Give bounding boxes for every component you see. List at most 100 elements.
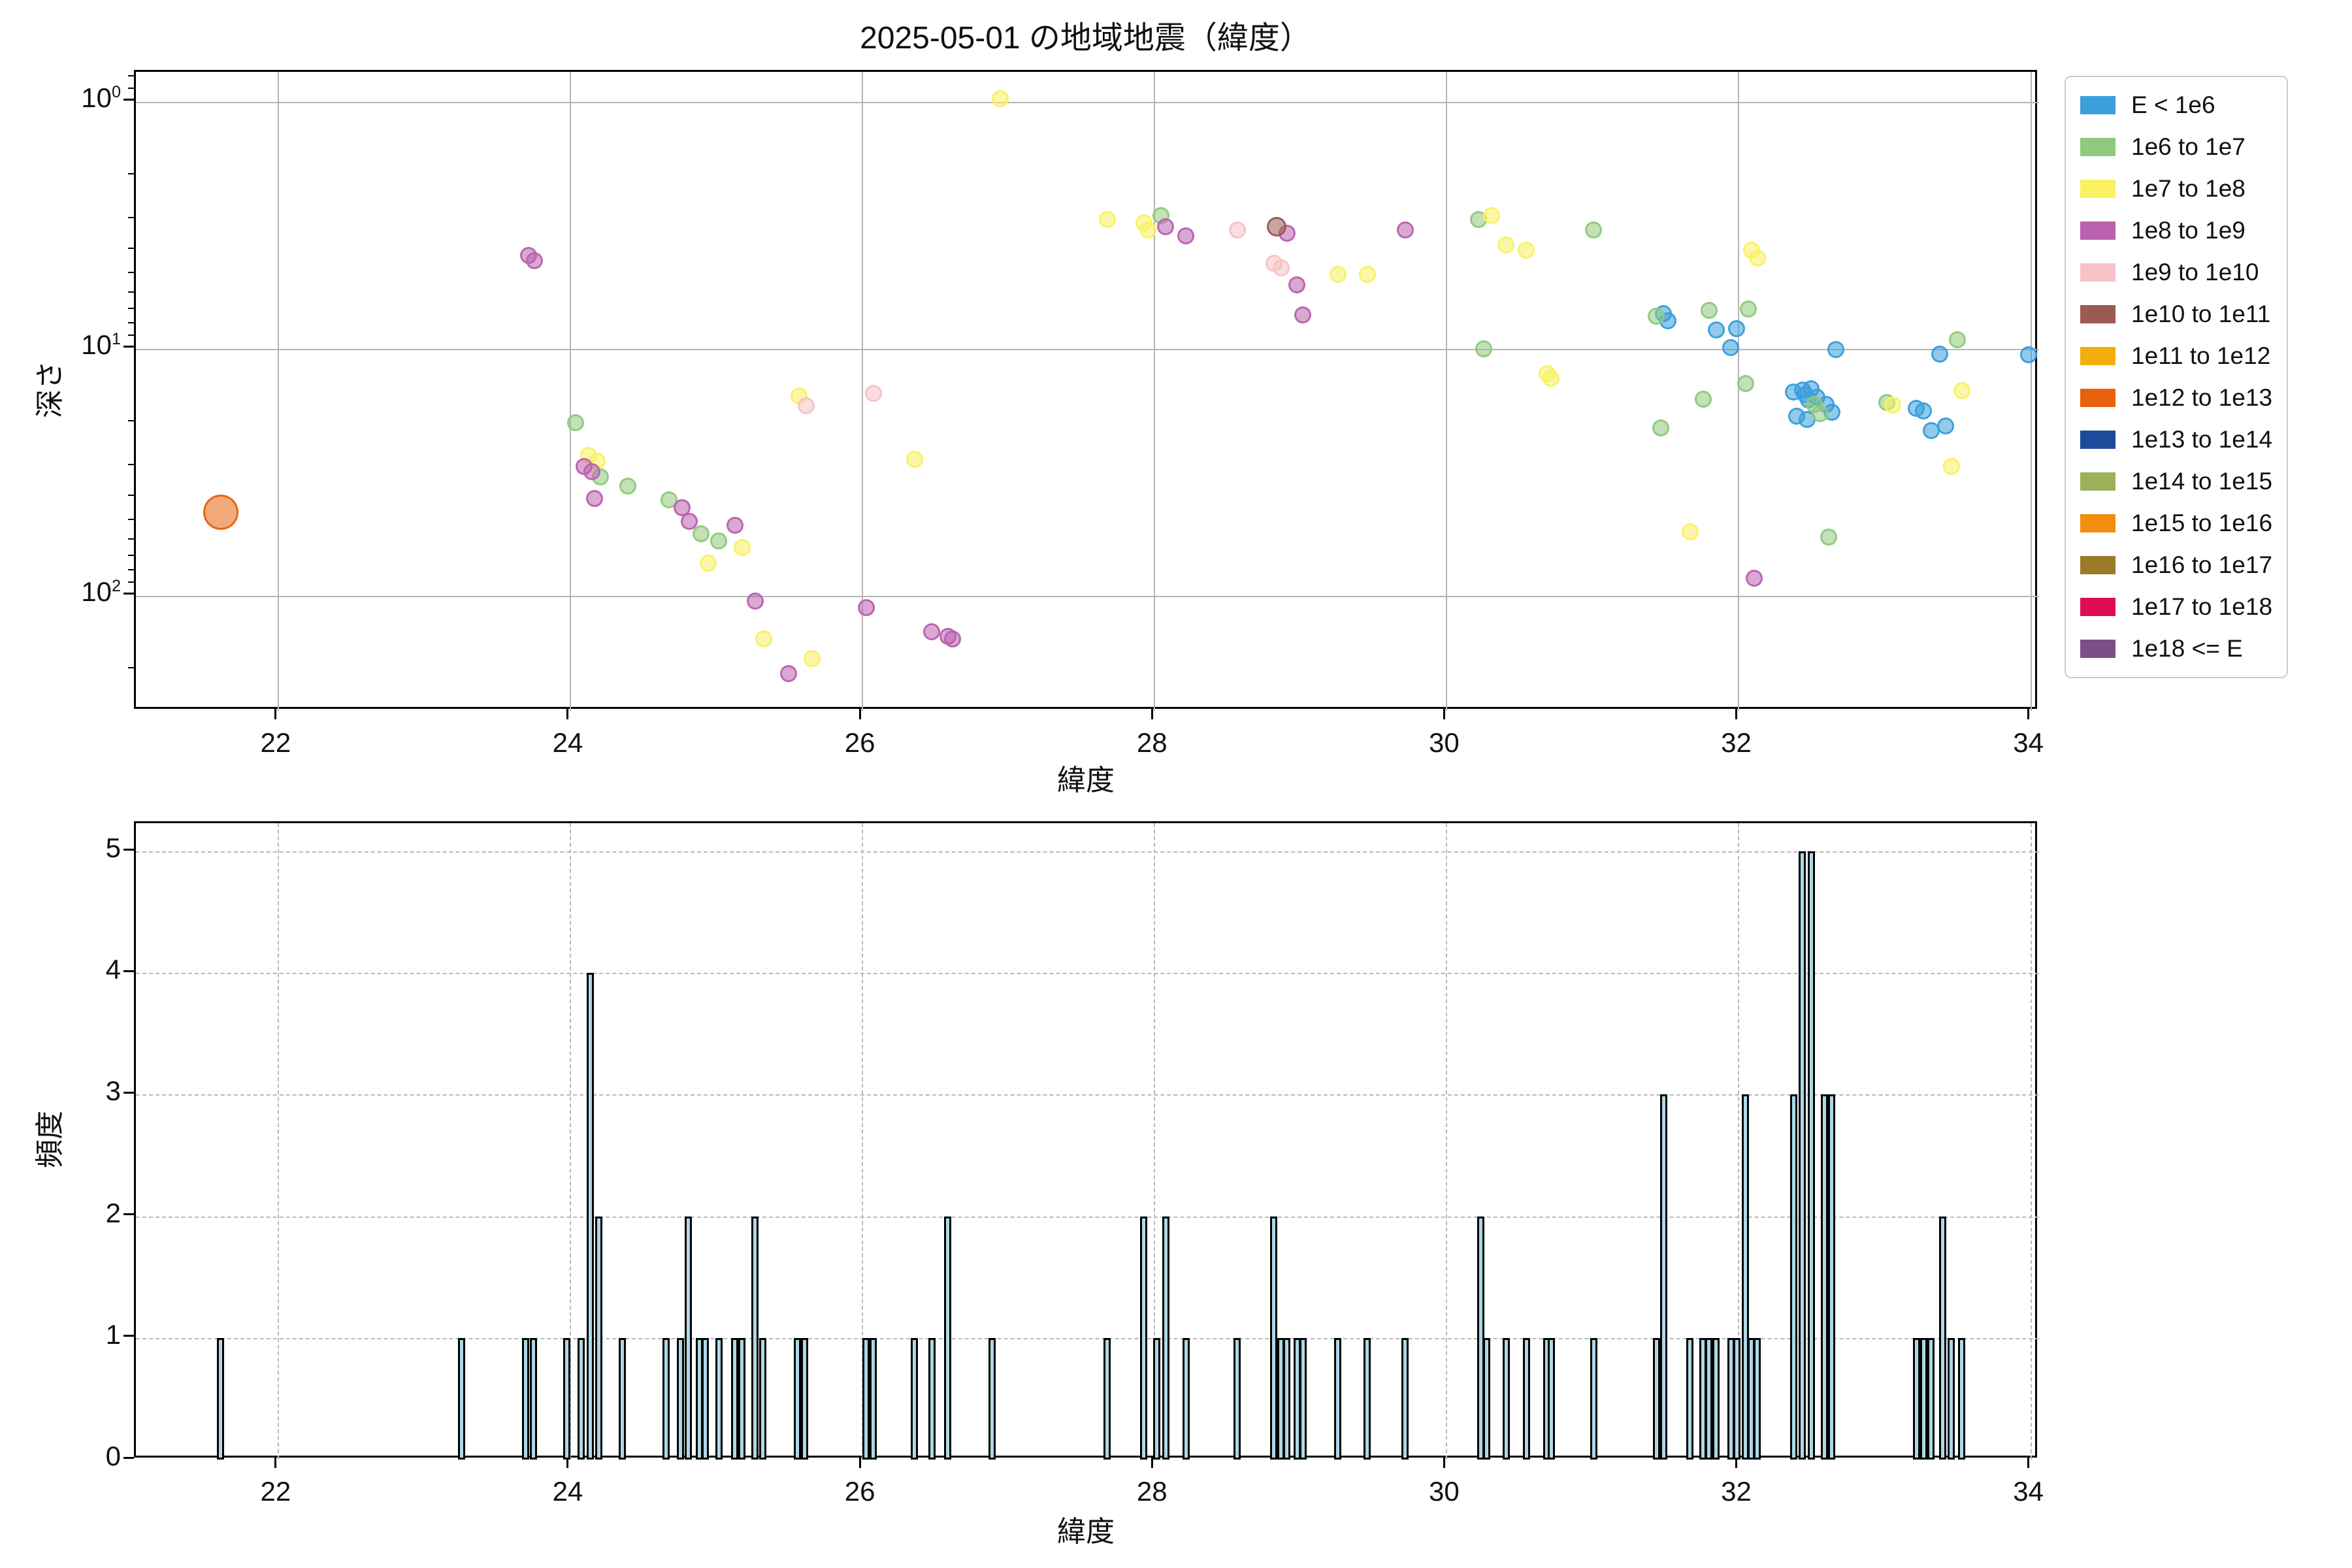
y-tick-label: 0: [105, 1441, 121, 1471]
legend-label: 1e18 <= E: [2131, 635, 2243, 662]
legend-swatch: [2080, 347, 2115, 365]
y-tick-label: 3: [105, 1075, 121, 1107]
histogram-bar: [563, 1337, 570, 1460]
x-tick-label: 30: [1428, 727, 1460, 758]
scatter-point: [1746, 570, 1763, 587]
scatter-point: [1396, 221, 1414, 238]
x-tick-mark: [858, 709, 861, 719]
y-minor-tick-mark: [128, 248, 134, 250]
legend-swatch: [2080, 389, 2115, 407]
x-tick-mark: [566, 709, 569, 719]
legend-swatch: [2080, 640, 2115, 658]
histogram-bar: [1686, 1337, 1694, 1460]
legend-label: 1e9 to 1e10: [2131, 259, 2259, 286]
scatter-point: [1272, 259, 1290, 276]
scatter-point: [1228, 221, 1246, 238]
histogram-bar: [715, 1337, 723, 1460]
histogram-bar: [1912, 1337, 1920, 1460]
grid-line-y: [136, 1094, 2039, 1096]
scatter-point: [746, 592, 764, 610]
legend-label: 1e13 to 1e14: [2131, 426, 2273, 453]
grid-line-x: [569, 823, 571, 1460]
histogram-bar: [988, 1337, 996, 1460]
legend-label: 1e10 to 1e11: [2131, 301, 2271, 327]
scatter-ylabel: 深さ: [34, 361, 66, 418]
scatter-point: [681, 512, 698, 530]
x-tick-label: 32: [1721, 727, 1752, 758]
histogram-bar: [862, 1337, 870, 1460]
scatter-point: [1681, 523, 1699, 540]
grid-line-y: [136, 973, 2039, 975]
scatter-point: [1827, 341, 1845, 359]
scatter-point: [700, 555, 717, 572]
y-minor-tick-mark: [128, 308, 134, 310]
scatter-point: [674, 498, 691, 516]
grid-line-x: [569, 72, 571, 711]
histogram-bar: [1547, 1337, 1555, 1460]
scatter-point: [804, 650, 821, 668]
legend-swatch: [2080, 96, 2115, 114]
legend-row: 1e17 to 1e18: [2080, 591, 2272, 623]
legend-row: 1e15 to 1e16: [2080, 507, 2272, 540]
legend-label: 1e16 to 1e17: [2131, 551, 2273, 578]
histogram-bar: [1103, 1337, 1111, 1460]
histogram-bar: [586, 973, 594, 1460]
legend-row: 1e6 to 1e7: [2080, 131, 2272, 163]
x-tick-label: 28: [1136, 727, 1168, 758]
scatter-point: [1543, 370, 1560, 387]
scatter-point: [1652, 419, 1669, 437]
legend-swatch: [2080, 431, 2115, 449]
legend-row: 1e14 to 1e15: [2080, 465, 2272, 498]
scatter-point: [1358, 265, 1376, 283]
histogram-bar: [1919, 1337, 1927, 1460]
histogram-bar: [618, 1337, 626, 1460]
histogram-bar: [1502, 1337, 1510, 1460]
y-tick-mark: [123, 1091, 134, 1094]
scatter-point: [2020, 346, 2038, 364]
legend-label: E < 1e6: [2131, 91, 2215, 118]
y-tick-label: 2: [105, 1197, 121, 1228]
legend-row: 1e13 to 1e14: [2080, 423, 2272, 456]
scatter-point: [1728, 320, 1746, 338]
histogram-bar: [801, 1337, 809, 1460]
scatter-point: [566, 414, 584, 432]
grid-line-x: [2030, 72, 2032, 711]
x-tick-label: 34: [2013, 727, 2044, 758]
histogram-bar: [870, 1337, 877, 1460]
y-minor-tick-mark: [128, 271, 134, 273]
histogram-bar: [1712, 1337, 1720, 1460]
scatter-point: [1098, 211, 1116, 229]
y-tick-mark: [123, 99, 134, 101]
scatter-xlabel: 緯度: [1057, 764, 1115, 796]
histogram-bar: [911, 1337, 919, 1460]
histogram-bar: [1299, 1337, 1307, 1460]
scatter-point: [992, 90, 1009, 107]
scatter-point: [1475, 340, 1493, 357]
legend-row: 1e9 to 1e10: [2080, 256, 2272, 289]
legend-label: 1e12 to 1e13: [2131, 384, 2273, 411]
scatter-point: [1740, 300, 1757, 318]
scatter-point: [1288, 276, 1306, 293]
x-tick-label: 26: [844, 1476, 875, 1507]
legend-swatch: [2080, 221, 2115, 240]
scatter-point: [1648, 308, 1665, 325]
histogram-bar: [1927, 1337, 1935, 1460]
histogram-bar: [1477, 1216, 1485, 1460]
histogram-bar: [1401, 1337, 1409, 1460]
scatter-point: [693, 525, 710, 542]
scatter-point: [1157, 218, 1175, 235]
y-minor-tick-mark: [128, 88, 134, 90]
x-tick-mark: [1443, 709, 1445, 719]
legend-row: 1e16 to 1e17: [2080, 549, 2272, 581]
legend-label: 1e17 to 1e18: [2131, 593, 2273, 620]
histogram-bar: [458, 1337, 466, 1460]
scatter-point: [726, 517, 743, 534]
y-minor-tick-mark: [128, 217, 134, 219]
scatter-point: [798, 397, 815, 414]
x-tick-mark: [1151, 709, 1153, 719]
legend-swatch: [2080, 472, 2115, 491]
histogram-bar: [1659, 1094, 1667, 1460]
scatter-point: [1482, 207, 1500, 225]
scatter-point: [1811, 404, 1829, 422]
scatter-point: [526, 252, 544, 269]
